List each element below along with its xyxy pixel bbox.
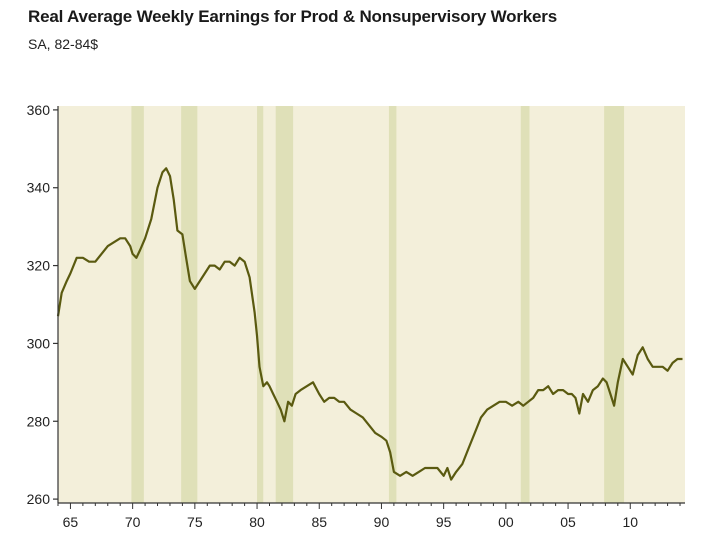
y-axis: 260 280 300 320 340 360 xyxy=(27,102,58,507)
y-tick-label: 320 xyxy=(27,258,51,274)
recession-band xyxy=(131,106,144,503)
recession-band xyxy=(388,106,397,503)
chart-subtitle: SA, 82-84$ xyxy=(28,36,99,52)
x-tick-label: 75 xyxy=(187,514,203,530)
x-tick-label: 95 xyxy=(436,514,452,530)
x-tick-label: 85 xyxy=(311,514,327,530)
x-tick-label: 90 xyxy=(374,514,390,530)
recession-band xyxy=(275,106,294,503)
x-tick-label: 80 xyxy=(249,514,265,530)
x-tick-label: 05 xyxy=(560,514,576,530)
series-line xyxy=(56,167,683,481)
x-tick-label: 10 xyxy=(622,514,638,530)
recession-band xyxy=(257,106,264,503)
x-tick-label: 00 xyxy=(498,514,514,530)
x-axis: 65 70 75 80 85 90 95 00 05 10 xyxy=(57,503,681,530)
y-tick-label: 280 xyxy=(27,413,51,429)
x-tick-label: 70 xyxy=(125,514,141,530)
series-group xyxy=(56,167,683,481)
plot-background xyxy=(58,106,685,503)
y-tick-label: 360 xyxy=(27,102,51,118)
recession-band xyxy=(604,106,625,503)
recession-band xyxy=(181,106,198,503)
y-tick-label: 260 xyxy=(27,491,51,507)
y-tick-label: 300 xyxy=(27,335,51,351)
y-tick-label: 340 xyxy=(27,180,51,196)
recession-band xyxy=(520,106,530,503)
x-tick-label: 65 xyxy=(63,514,79,530)
chart-title: Real Average Weekly Earnings for Prod & … xyxy=(28,7,557,26)
